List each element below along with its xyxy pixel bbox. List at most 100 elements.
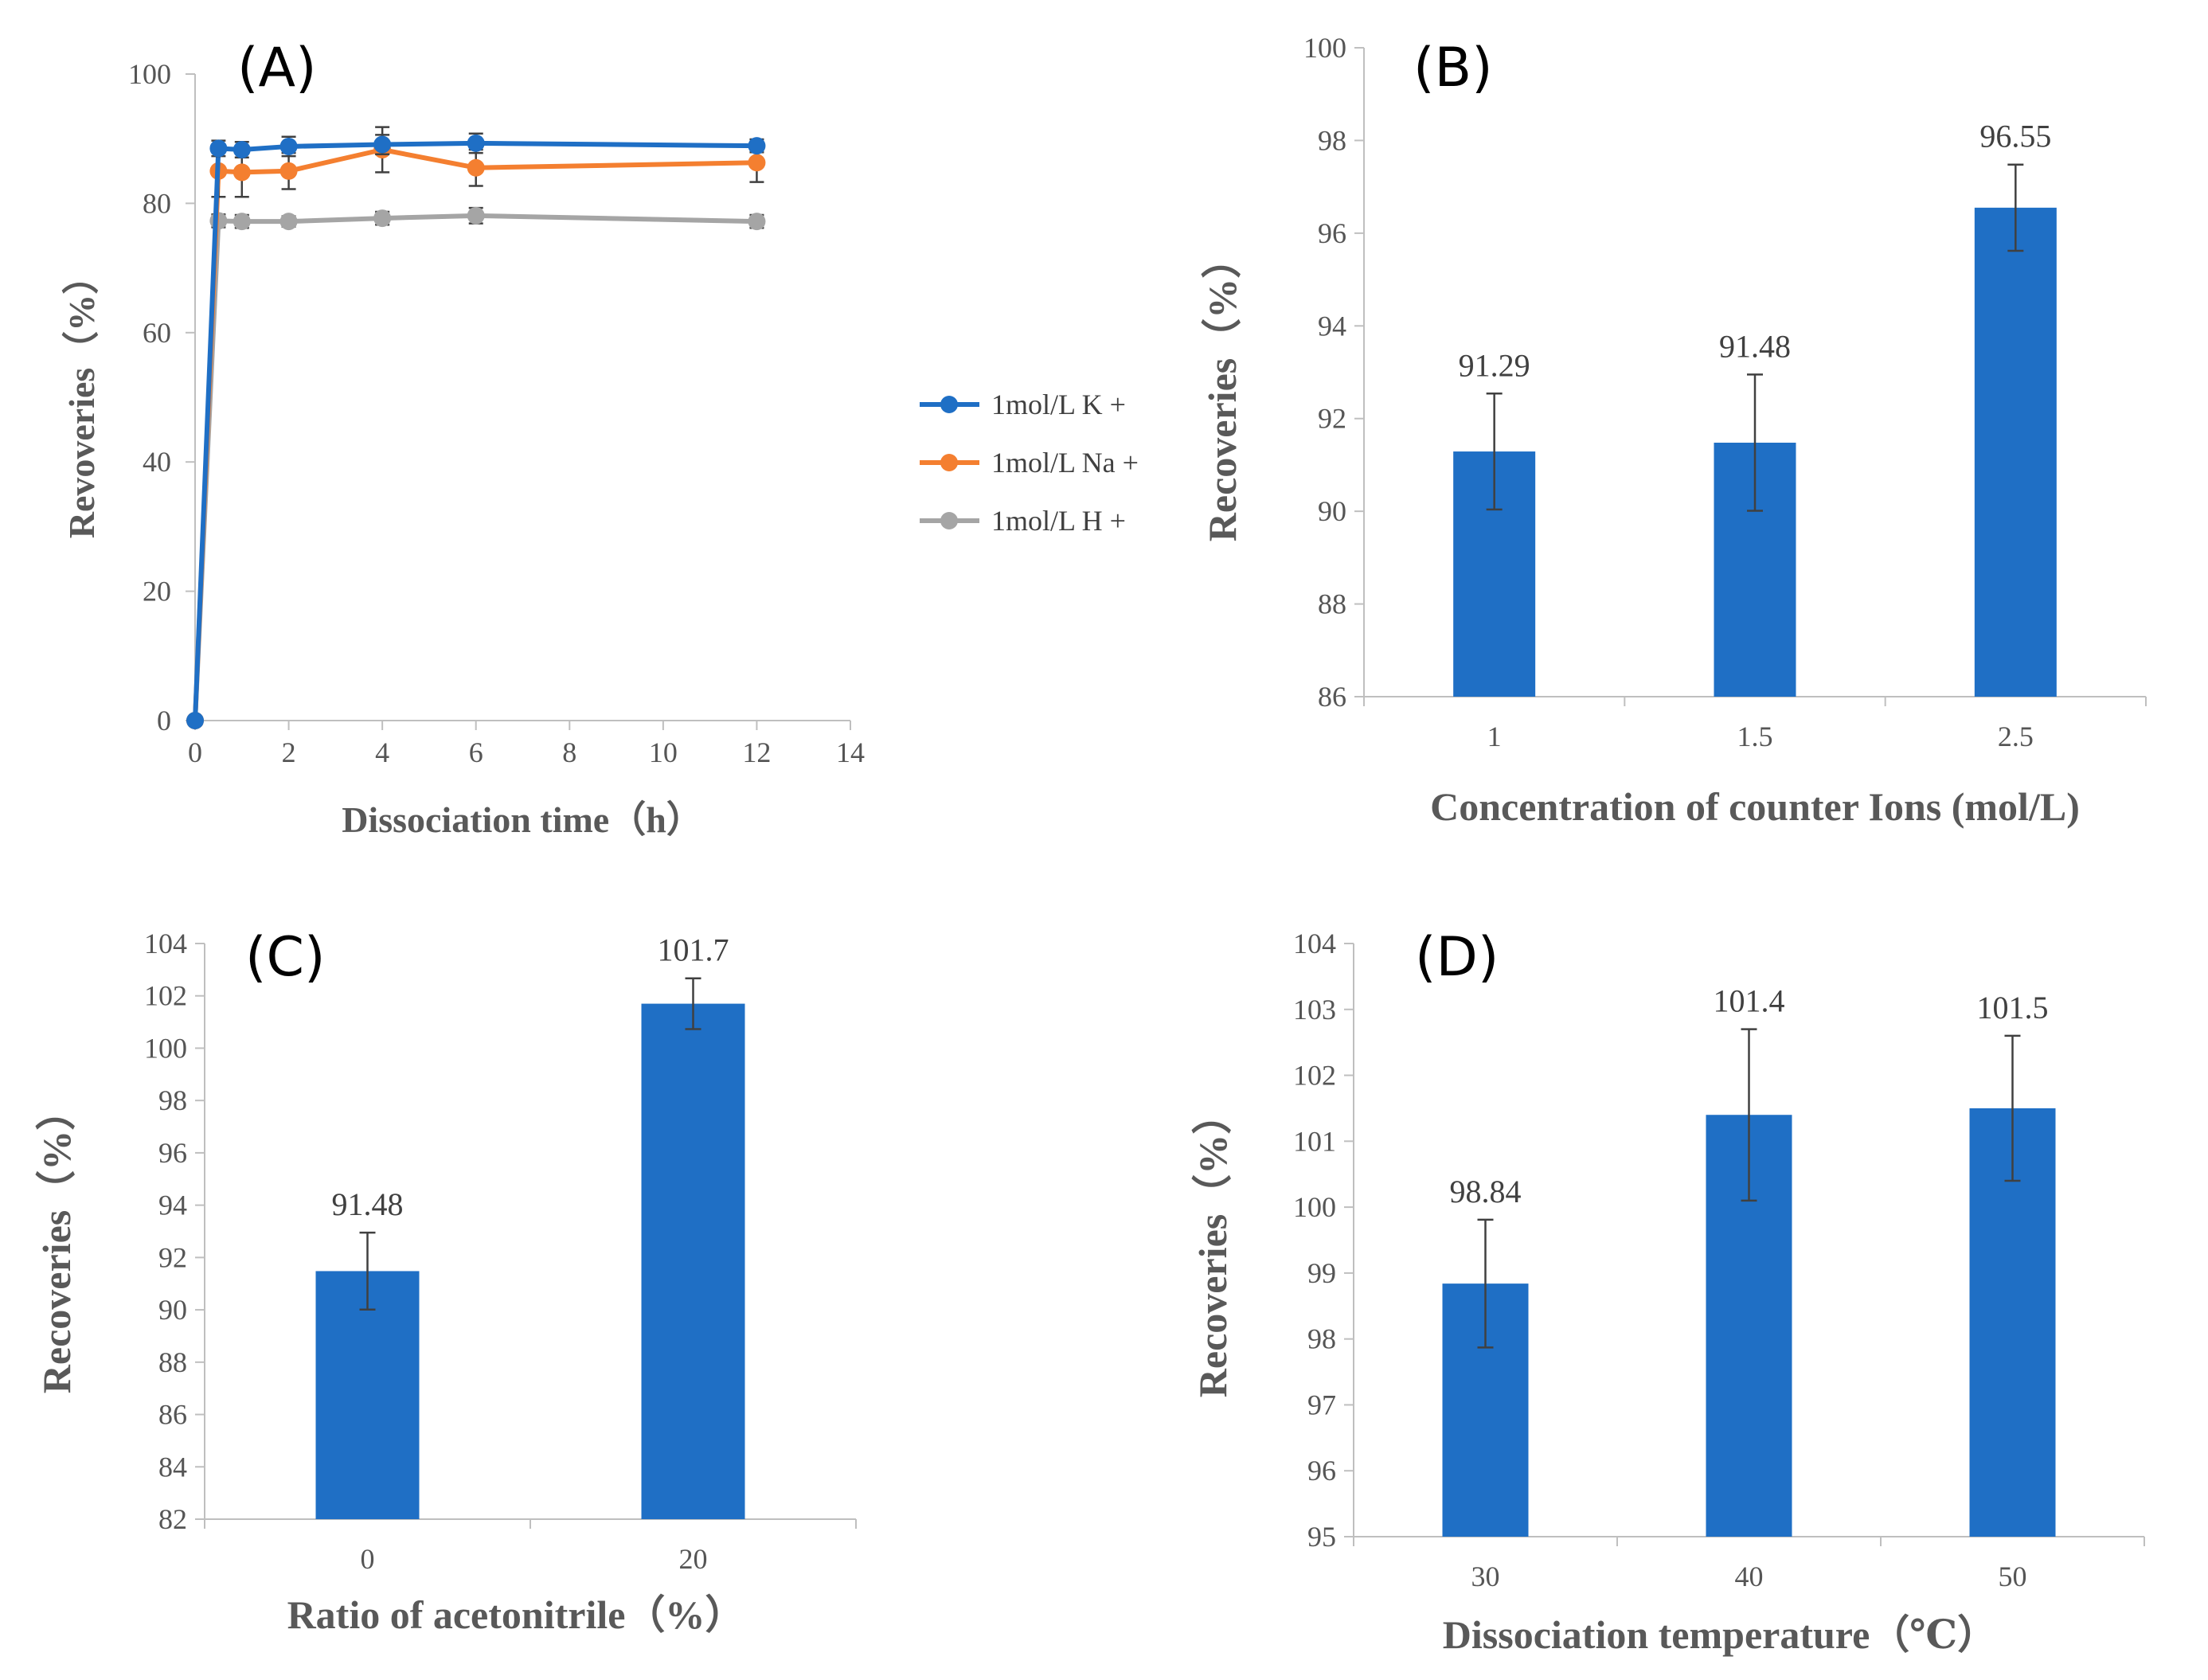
x-tick-label: 1 [1487, 721, 1502, 752]
y-tick-label: 96 [158, 1137, 187, 1169]
data-label: 91.48 [332, 1186, 404, 1222]
y-tick-label: 98 [158, 1084, 187, 1116]
series-line [193, 213, 757, 721]
y-tick-label: 100 [1293, 1191, 1336, 1223]
y-tick-label: 104 [1293, 928, 1336, 959]
data-point [467, 158, 485, 177]
series-line [193, 140, 757, 721]
x-tick-label: 50 [1999, 1561, 2027, 1592]
data-point [233, 141, 251, 159]
y-tick-label: 88 [158, 1346, 187, 1378]
data-point [373, 135, 392, 154]
panel-label: (A) [237, 37, 317, 100]
data-point [209, 139, 228, 158]
x-axis-title: Ratio of acetonitrile（%） [287, 1592, 745, 1637]
y-tick-label: 96 [1307, 1455, 1336, 1487]
y-tick-label: 100 [144, 1032, 187, 1064]
data-label: 91.48 [1719, 328, 1791, 364]
x-tick-label: 12 [742, 736, 771, 768]
legend-swatch-marker [940, 454, 958, 471]
y-axis-title: Recoveries（%） [1190, 1095, 1235, 1397]
x-tick-label: 0 [361, 1543, 375, 1575]
legend-label: 1mol/L Na + [991, 447, 1139, 479]
data-label: 101.7 [658, 932, 729, 968]
x-tick-label: 4 [375, 736, 389, 768]
x-tick-label: 2 [282, 736, 296, 768]
data-point [233, 163, 251, 182]
x-axis-title: Concentration of counter Ions (mol/L) [1430, 784, 2080, 829]
y-tick-label: 98 [1318, 124, 1346, 156]
panel-label: (C) [245, 926, 326, 989]
y-tick-label: 94 [1318, 310, 1346, 342]
y-axis-title: Recoveries（%） [34, 1091, 79, 1393]
x-tick-label: 14 [836, 736, 865, 768]
data-label: 101.4 [1714, 983, 1785, 1019]
y-tick-label: 96 [1318, 217, 1346, 249]
y-tick-label: 103 [1293, 994, 1336, 1026]
bar [641, 1003, 745, 1519]
y-tick-label: 99 [1307, 1257, 1336, 1289]
bar [1974, 207, 2057, 697]
y-tick-label: 60 [143, 317, 171, 349]
data-label: 96.55 [1979, 119, 2051, 154]
y-tick-label: 80 [143, 187, 171, 219]
y-axis-title: Recoveries（%） [1200, 239, 1245, 541]
data-point [748, 154, 766, 172]
x-tick-label: 2.5 [1998, 721, 2034, 752]
y-tick-label: 104 [144, 928, 187, 959]
y-tick-label: 98 [1307, 1323, 1336, 1355]
series-line [193, 147, 757, 721]
data-point [279, 213, 298, 231]
y-tick-label: 94 [158, 1190, 187, 1221]
y-tick-label: 92 [1318, 403, 1346, 435]
panel-label: (B) [1413, 37, 1493, 100]
x-tick-label: 30 [1471, 1561, 1500, 1592]
data-point [279, 137, 298, 155]
x-tick-label: 10 [649, 736, 678, 768]
y-tick-label: 97 [1307, 1389, 1336, 1420]
y-tick-label: 40 [143, 446, 171, 478]
y-tick-label: 0 [157, 705, 171, 736]
x-tick-label: 6 [469, 736, 483, 768]
y-tick-label: 102 [144, 980, 187, 1012]
y-tick-label: 86 [1318, 681, 1346, 713]
data-label: 101.5 [1977, 990, 2049, 1026]
data-point [186, 712, 204, 729]
x-tick-label: 40 [1735, 1561, 1764, 1592]
data-point [748, 137, 766, 155]
x-tick-label: 0 [188, 736, 202, 768]
panel-a-line-chart: 0 20 40 60 80 100 0 2 4 6 8 10 12 14 1mol/L K + 1mol/L … [61, 37, 1139, 840]
y-tick-label: 84 [158, 1451, 187, 1483]
y-tick-label: 101 [1293, 1125, 1336, 1157]
data-point [279, 162, 298, 180]
data-point [467, 134, 485, 152]
legend-swatch-marker [940, 512, 958, 529]
data-label: 98.84 [1450, 1174, 1522, 1209]
panel-c-bar-chart: 82 84 86 88 90 92 94 96 98 100 102 104 91.48 0 101.7 20… [34, 926, 857, 1637]
x-tick-label: 1.5 [1737, 721, 1773, 752]
legend-label: 1mol/L H + [991, 505, 1126, 537]
y-tick-label: 88 [1318, 588, 1346, 620]
x-axis-title: Dissociation time（h） [342, 799, 703, 840]
panel-d-bar-chart: 95 96 97 98 99 100 101 102 103 104 98.84 30 101.4 40 1… [1190, 926, 2145, 1657]
y-tick-label: 95 [1307, 1521, 1336, 1553]
x-tick-label: 8 [562, 736, 576, 768]
y-tick-label: 100 [128, 58, 171, 90]
y-tick-label: 100 [1303, 32, 1346, 64]
x-axis-title: Dissociation temperature（℃） [1443, 1612, 1997, 1657]
panel-b-bar-chart: 86 88 90 92 94 96 98 100 91.29 1 91.48 1.5 96.55 2.5 C… [1200, 32, 2147, 829]
y-tick-label: 82 [158, 1503, 187, 1535]
x-tick-label: 20 [679, 1543, 708, 1575]
y-tick-label: 86 [158, 1399, 187, 1431]
data-point [373, 209, 392, 228]
data-label: 91.29 [1459, 347, 1530, 383]
y-axis-title: Revoveries（%） [61, 258, 102, 539]
y-tick-label: 92 [158, 1241, 187, 1273]
panel-label: (D) [1415, 926, 1499, 989]
y-tick-label: 20 [143, 576, 171, 608]
bar [315, 1271, 420, 1519]
y-tick-label: 102 [1293, 1060, 1336, 1092]
data-point [233, 213, 251, 231]
data-point [467, 206, 485, 225]
